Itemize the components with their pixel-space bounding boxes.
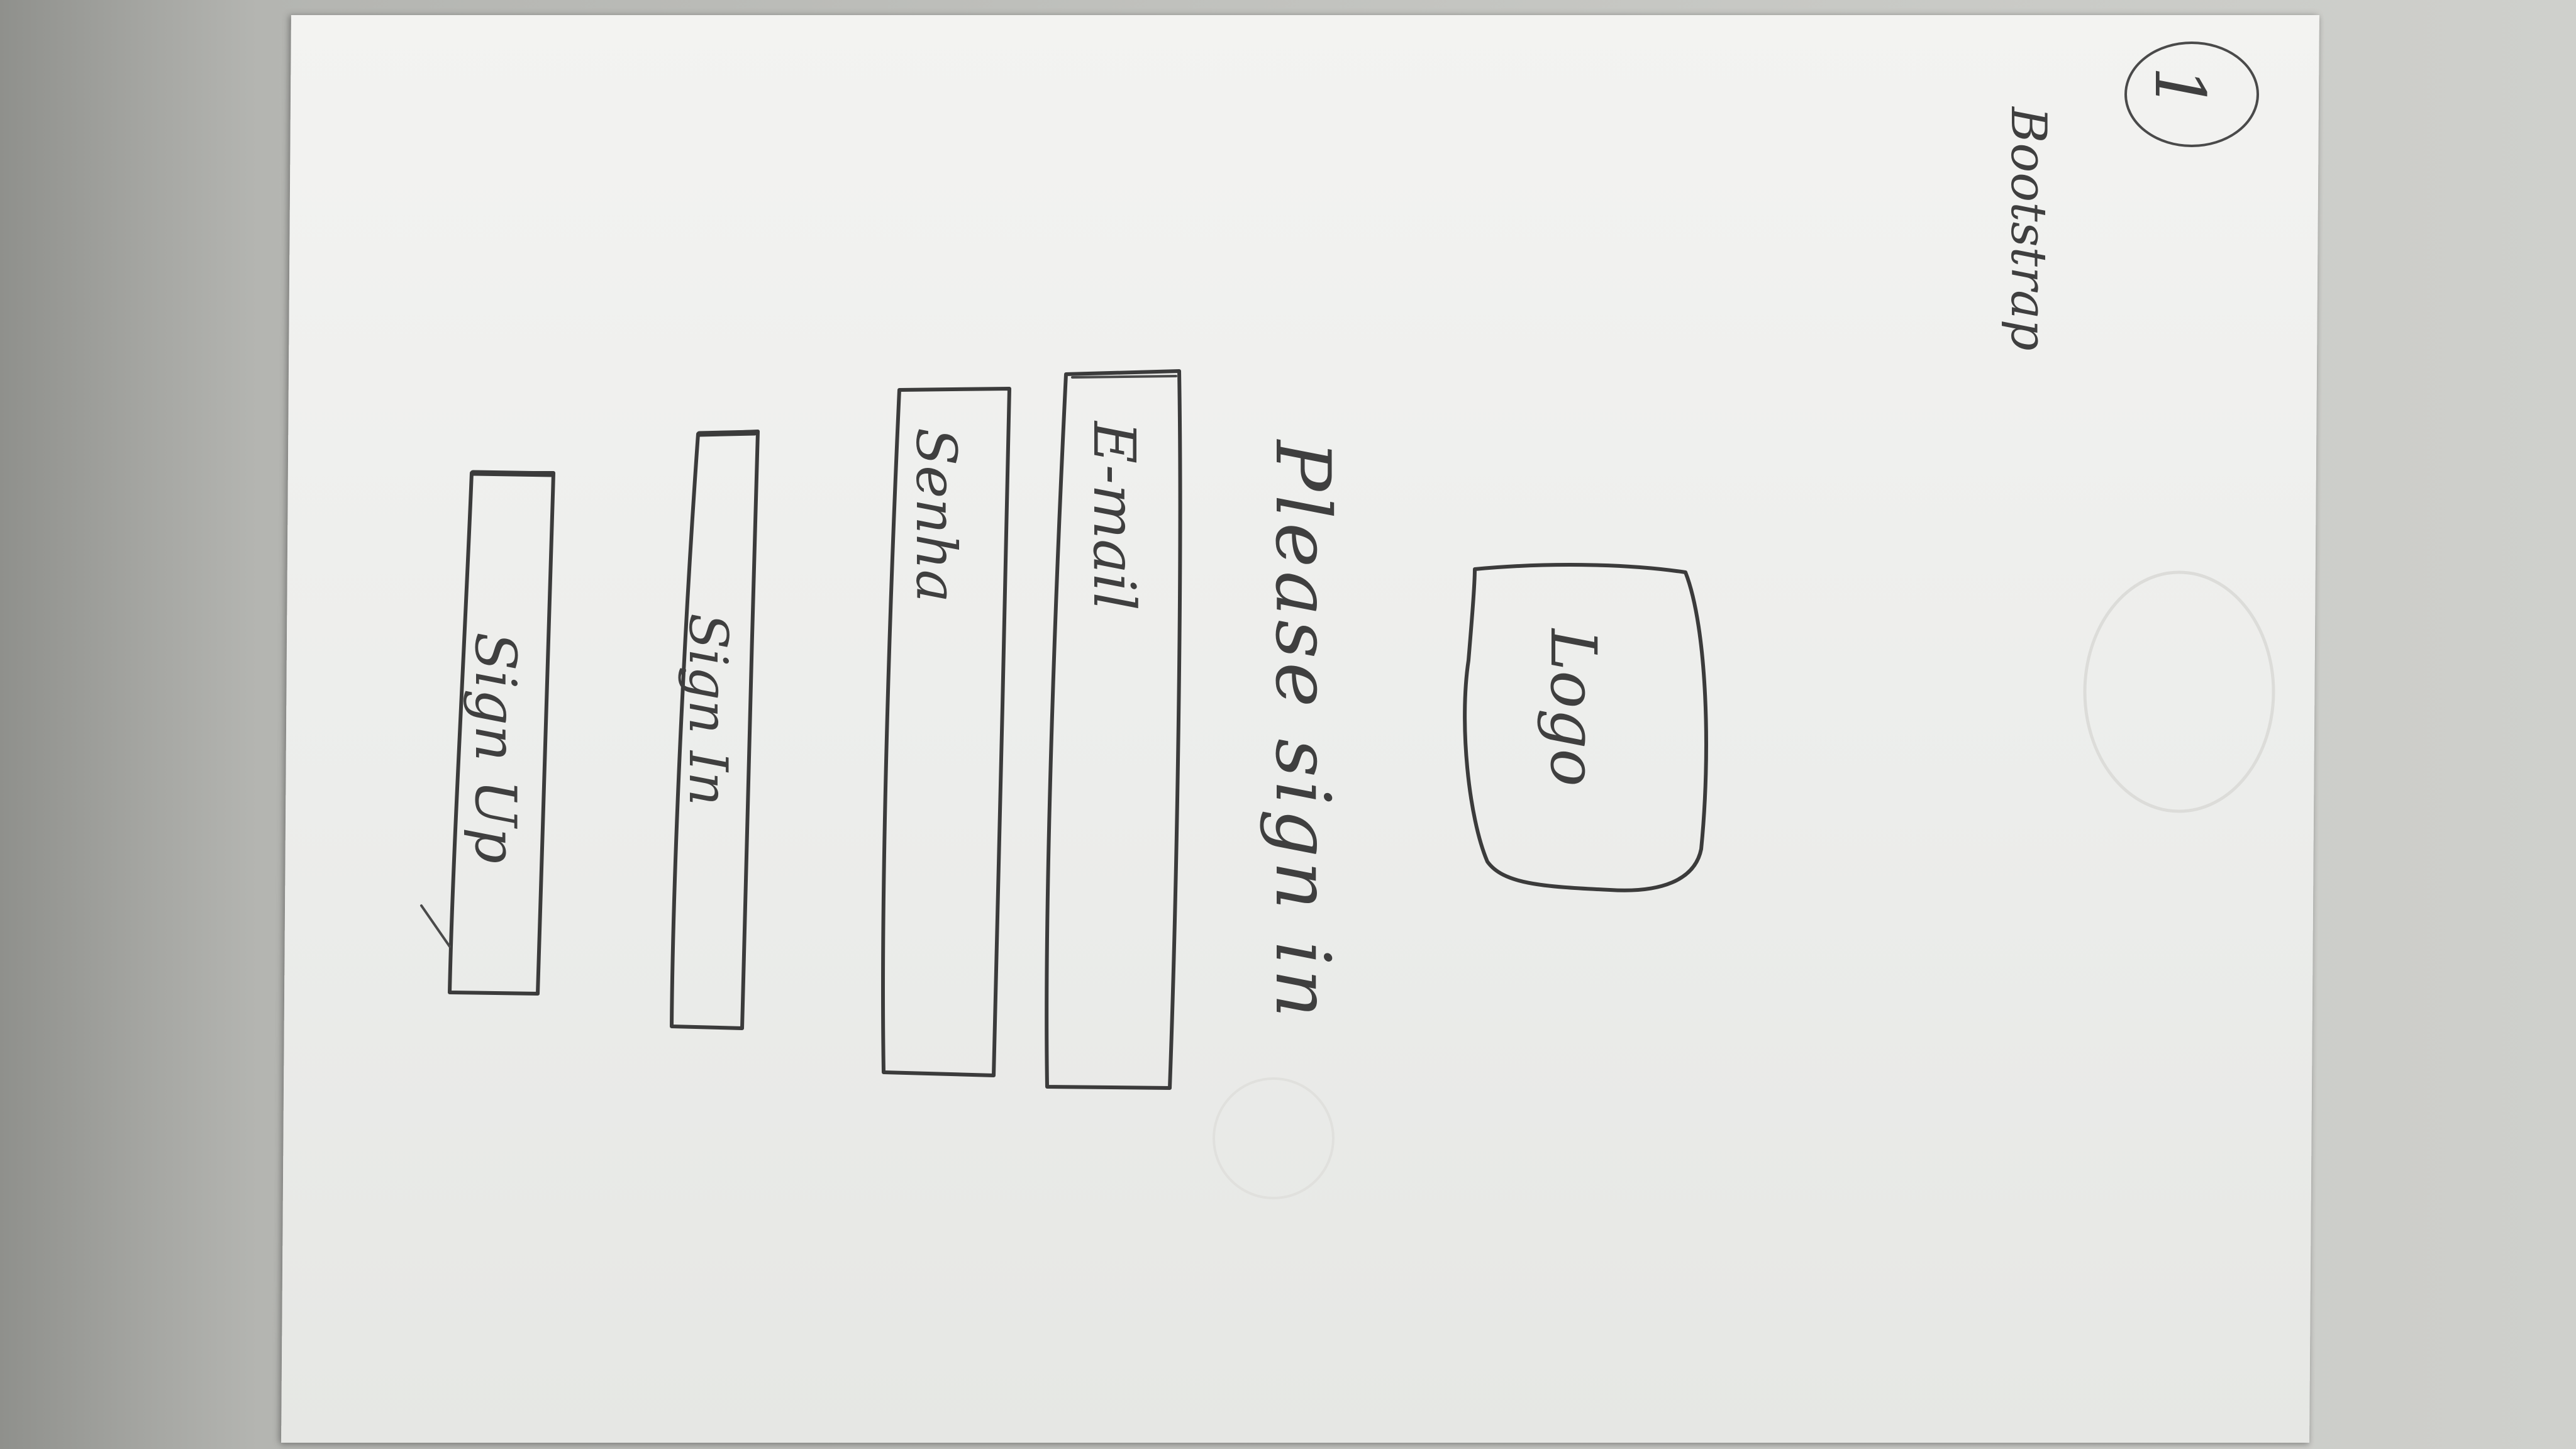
logo-box	[1463, 563, 1708, 892]
framework-note: Bootstrap	[2000, 107, 2057, 351]
page-number-circle	[2124, 42, 2259, 147]
password-placeholder: Senha	[904, 428, 969, 603]
email-input-box	[1045, 369, 1182, 1090]
email-placeholder: E-mail	[1080, 421, 1148, 611]
sign-in-button-label: Sign In	[677, 613, 739, 806]
sign-in-button-box	[670, 430, 760, 1030]
sign-up-button-label: Sign Up	[462, 632, 528, 864]
password-input-box	[881, 387, 1011, 1077]
sign-up-button-box	[448, 471, 555, 996]
page-number: 1	[2140, 66, 2220, 110]
sign-in-heading: Please sign in	[1258, 440, 1346, 1022]
logo-label: Logo	[1536, 629, 1610, 787]
